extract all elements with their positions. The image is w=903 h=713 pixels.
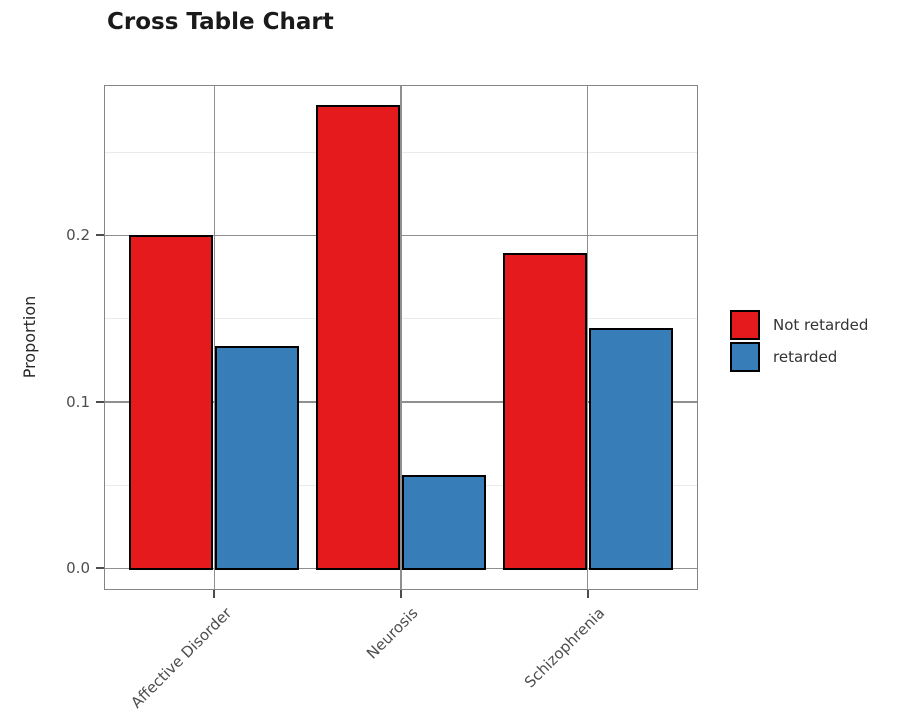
x-tick — [213, 590, 216, 598]
bar-retarded-2 — [402, 475, 486, 570]
bar-not-retarded-2 — [316, 105, 400, 570]
y-tick-label: 0.2 — [66, 226, 90, 244]
y-axis-title: Proportion — [20, 295, 39, 379]
legend-item-not-retarded: Not retarded — [730, 310, 868, 340]
bar-retarded-3 — [588, 327, 673, 570]
x-tick-label: Affective Disorder — [127, 604, 236, 712]
y-tick-label: 0.0 — [66, 559, 90, 577]
gridline-v — [213, 86, 216, 589]
bar-not-retarded-1 — [129, 235, 214, 570]
x-tick-label: Neurosis — [363, 604, 422, 663]
plot-panel — [104, 85, 698, 590]
y-tick — [96, 400, 104, 403]
gridline-v — [400, 86, 402, 589]
legend: Not retarded retarded — [730, 310, 868, 374]
legend-swatch-not-retarded — [730, 310, 760, 340]
gridline-v — [586, 86, 589, 589]
bar-retarded-1 — [215, 346, 300, 570]
legend-label-retarded: retarded — [773, 348, 838, 366]
x-tick-label: Schizophrenia — [520, 604, 609, 692]
legend-swatch-retarded — [730, 342, 760, 372]
legend-label-not-retarded: Not retarded — [773, 316, 869, 334]
chart-title: Cross Table Chart — [107, 9, 334, 35]
y-tick-label: 0.1 — [66, 392, 90, 411]
y-tick — [96, 567, 104, 569]
x-tick — [400, 590, 402, 598]
x-tick — [586, 590, 589, 598]
y-tick — [96, 234, 104, 236]
legend-item-retarded: retarded — [730, 342, 868, 372]
bar-not-retarded-3 — [502, 253, 587, 570]
